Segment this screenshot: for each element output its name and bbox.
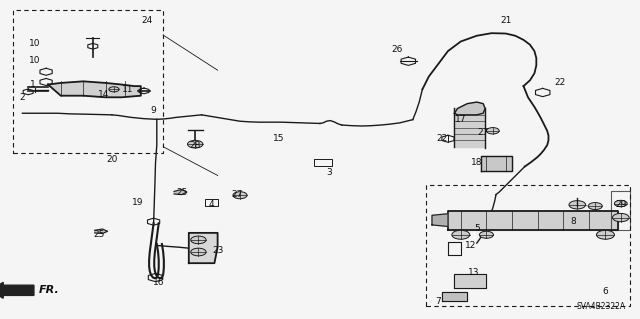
Text: 22: 22	[436, 134, 447, 143]
Text: 7: 7	[436, 297, 441, 306]
Text: 28: 28	[189, 141, 201, 150]
Text: 6: 6	[602, 287, 607, 296]
Polygon shape	[189, 233, 218, 263]
Circle shape	[233, 192, 247, 199]
Circle shape	[614, 200, 627, 207]
Polygon shape	[48, 81, 141, 97]
Text: 20: 20	[106, 155, 118, 164]
Text: 10: 10	[29, 39, 41, 48]
Polygon shape	[454, 108, 485, 147]
Text: 29: 29	[615, 200, 627, 209]
Text: SVA4B2322A: SVA4B2322A	[577, 302, 626, 311]
Text: 25: 25	[177, 189, 188, 197]
Polygon shape	[95, 229, 108, 234]
Polygon shape	[442, 292, 467, 301]
Circle shape	[191, 248, 206, 256]
Polygon shape	[454, 102, 485, 115]
Circle shape	[188, 140, 203, 148]
Text: 13: 13	[468, 268, 479, 277]
Polygon shape	[454, 274, 486, 288]
Text: 9: 9	[151, 106, 156, 115]
Text: 27: 27	[231, 190, 243, 199]
Polygon shape	[448, 211, 618, 230]
Polygon shape	[481, 156, 512, 171]
Text: 11: 11	[122, 85, 134, 94]
Polygon shape	[174, 189, 187, 195]
Text: 21: 21	[500, 16, 511, 25]
Circle shape	[569, 201, 586, 209]
Circle shape	[191, 236, 206, 244]
Circle shape	[588, 203, 602, 210]
Polygon shape	[432, 214, 448, 226]
Circle shape	[479, 231, 493, 238]
Text: 24: 24	[141, 16, 153, 25]
Text: 23: 23	[212, 246, 223, 255]
Text: 15: 15	[273, 134, 284, 143]
Text: 4: 4	[209, 200, 214, 209]
Text: FR.: FR.	[38, 285, 59, 295]
Text: 22: 22	[554, 78, 566, 87]
Bar	[205, 199, 218, 206]
Text: 17: 17	[455, 115, 467, 124]
Circle shape	[452, 230, 470, 239]
Polygon shape	[0, 282, 34, 298]
Text: 27: 27	[477, 128, 489, 137]
Text: 2: 2	[20, 93, 25, 102]
Text: 19: 19	[132, 198, 143, 207]
Text: 26: 26	[391, 45, 403, 54]
Circle shape	[596, 230, 614, 239]
Text: 18: 18	[471, 158, 483, 167]
Text: 5: 5	[474, 224, 479, 233]
Circle shape	[109, 87, 119, 92]
Text: 8: 8	[570, 217, 575, 226]
Circle shape	[486, 128, 499, 134]
Circle shape	[612, 213, 629, 222]
Text: 10: 10	[29, 56, 41, 65]
Text: 16: 16	[153, 278, 164, 287]
Text: 3: 3	[327, 168, 332, 177]
Bar	[314, 159, 332, 166]
Text: 1: 1	[31, 80, 36, 89]
Text: 12: 12	[465, 241, 476, 250]
Text: 14: 14	[98, 90, 109, 99]
Text: 25: 25	[93, 230, 105, 239]
